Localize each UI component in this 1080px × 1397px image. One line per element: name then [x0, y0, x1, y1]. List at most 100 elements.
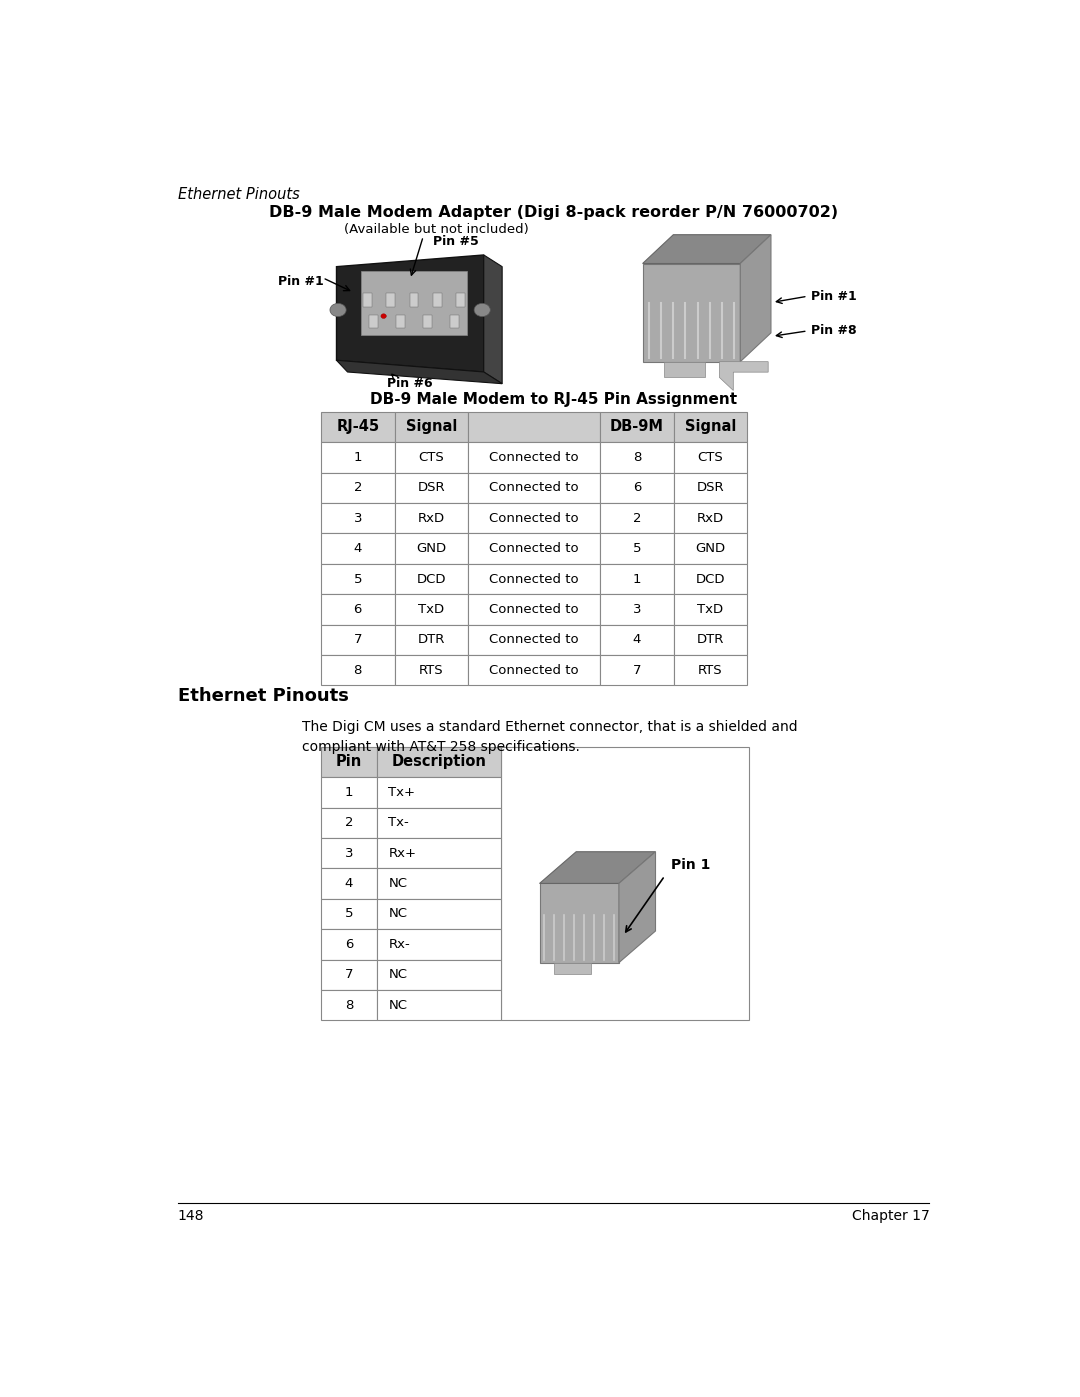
Bar: [321, 534, 394, 564]
Text: Tx+: Tx+: [389, 785, 416, 799]
Text: Signal: Signal: [685, 419, 737, 434]
Text: 148: 148: [177, 1210, 204, 1224]
Text: DTR: DTR: [418, 633, 445, 647]
Text: Connected to: Connected to: [489, 664, 579, 676]
Polygon shape: [619, 852, 656, 963]
Text: Pin #5: Pin #5: [433, 235, 480, 247]
Text: The Digi CM uses a standard Ethernet connector, that is a shielded and
compliant: The Digi CM uses a standard Ethernet con…: [301, 719, 797, 754]
Bar: [377, 898, 501, 929]
Bar: [321, 624, 394, 655]
Bar: [321, 655, 394, 686]
Text: TxD: TxD: [418, 604, 445, 616]
Bar: [674, 624, 747, 655]
Text: GND: GND: [696, 542, 726, 555]
Bar: [469, 472, 600, 503]
Text: 2: 2: [633, 511, 642, 525]
Bar: [600, 412, 674, 441]
Polygon shape: [484, 256, 502, 384]
Text: Description: Description: [391, 754, 486, 770]
Bar: [469, 534, 600, 564]
Text: Connected to: Connected to: [489, 633, 579, 647]
Bar: [321, 503, 394, 534]
Bar: [377, 960, 501, 990]
Bar: [377, 777, 501, 807]
Ellipse shape: [474, 303, 490, 317]
Bar: [674, 441, 747, 472]
Text: 7: 7: [345, 968, 353, 981]
Bar: [600, 624, 674, 655]
Text: Connected to: Connected to: [489, 451, 579, 464]
Bar: [469, 564, 600, 594]
Text: 2: 2: [353, 482, 362, 495]
Bar: [423, 314, 432, 328]
Polygon shape: [337, 360, 502, 384]
Bar: [369, 314, 378, 328]
Text: 5: 5: [353, 573, 362, 585]
Bar: [321, 564, 394, 594]
Bar: [394, 412, 469, 441]
Bar: [394, 472, 469, 503]
Text: Connected to: Connected to: [489, 482, 579, 495]
Bar: [321, 929, 377, 960]
Text: Connected to: Connected to: [489, 573, 579, 585]
Polygon shape: [663, 362, 705, 377]
Text: RxD: RxD: [697, 511, 724, 525]
Ellipse shape: [381, 314, 387, 319]
Bar: [321, 746, 377, 777]
Text: DB-9M: DB-9M: [610, 419, 664, 434]
Bar: [321, 869, 377, 898]
Bar: [377, 746, 501, 777]
Bar: [321, 838, 377, 869]
Bar: [674, 412, 747, 441]
Text: GND: GND: [417, 542, 446, 555]
Text: 3: 3: [345, 847, 353, 859]
Bar: [674, 655, 747, 686]
Text: RxD: RxD: [418, 511, 445, 525]
Bar: [600, 655, 674, 686]
Text: 8: 8: [345, 999, 353, 1011]
Text: (Available but not included): (Available but not included): [345, 224, 529, 236]
Bar: [457, 293, 465, 306]
Bar: [600, 564, 674, 594]
Text: DSR: DSR: [418, 482, 445, 495]
Bar: [394, 624, 469, 655]
Bar: [321, 441, 394, 472]
Text: 6: 6: [353, 604, 362, 616]
Bar: [600, 441, 674, 472]
Text: TxD: TxD: [698, 604, 724, 616]
Polygon shape: [719, 362, 768, 391]
Text: 3: 3: [633, 604, 642, 616]
Text: DB-9 Male Modem Adapter (Digi 8-pack reorder P/N 76000702): DB-9 Male Modem Adapter (Digi 8-pack reo…: [269, 205, 838, 221]
Text: Ethernet Pinouts: Ethernet Pinouts: [177, 187, 299, 203]
Bar: [377, 838, 501, 869]
Bar: [450, 314, 459, 328]
Bar: [377, 929, 501, 960]
Bar: [674, 503, 747, 534]
Bar: [321, 990, 377, 1020]
Text: Connected to: Connected to: [489, 604, 579, 616]
Bar: [674, 594, 747, 624]
Text: DCD: DCD: [696, 573, 725, 585]
Text: 7: 7: [353, 633, 362, 647]
Polygon shape: [554, 963, 591, 974]
Bar: [377, 869, 501, 898]
Text: Rx-: Rx-: [389, 937, 410, 951]
Text: 8: 8: [633, 451, 642, 464]
Text: CTS: CTS: [698, 451, 724, 464]
Text: RTS: RTS: [698, 664, 723, 676]
Ellipse shape: [330, 303, 347, 317]
Bar: [321, 777, 377, 807]
Polygon shape: [337, 256, 484, 372]
Text: RJ-45: RJ-45: [336, 419, 379, 434]
Text: DTR: DTR: [697, 633, 724, 647]
Polygon shape: [540, 852, 656, 883]
Bar: [394, 594, 469, 624]
Text: Chapter 17: Chapter 17: [852, 1210, 930, 1224]
Text: Signal: Signal: [406, 419, 457, 434]
Text: DB-9 Male Modem to RJ-45 Pin Assignment: DB-9 Male Modem to RJ-45 Pin Assignment: [370, 393, 737, 408]
Text: Pin #8: Pin #8: [811, 324, 856, 338]
Bar: [469, 503, 600, 534]
Text: 2: 2: [345, 816, 353, 830]
Bar: [394, 534, 469, 564]
Text: Rx+: Rx+: [389, 847, 417, 859]
